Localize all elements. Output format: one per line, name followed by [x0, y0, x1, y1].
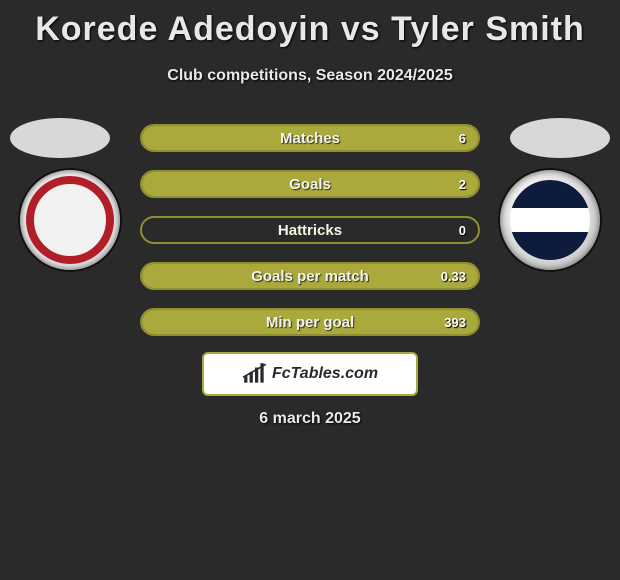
stat-bar: Goals per match 0.33	[140, 262, 480, 290]
stat-value-right: 393	[444, 315, 466, 330]
stat-value-right: 2	[459, 177, 466, 192]
stat-label: Goals	[289, 176, 331, 193]
page-title: Korede Adedoyin vs Tyler Smith	[0, 0, 620, 49]
date-text: 6 march 2025	[0, 410, 620, 428]
stat-value-right: 0.33	[441, 269, 466, 284]
stat-label: Goals per match	[251, 268, 369, 285]
watermark-badge: FcTables.com	[202, 352, 418, 396]
stat-value-right: 6	[459, 131, 466, 146]
stat-bar: Hattricks 0	[140, 216, 480, 244]
stat-label: Min per goal	[266, 314, 354, 331]
stat-bars: Matches 6 Goals 2 Hattricks 0 Goals per match 0…	[140, 124, 480, 354]
watermark-text: FcTables.com	[272, 365, 378, 383]
stat-bar: Min per goal 393	[140, 308, 480, 336]
stat-bar: Goals 2	[140, 170, 480, 198]
stat-value-right: 0	[459, 223, 466, 238]
player-right-club-crest	[500, 170, 600, 270]
player-right-portrait	[510, 118, 610, 158]
player-left-club-crest	[20, 170, 120, 270]
stat-label: Matches	[280, 130, 340, 147]
stat-label: Hattricks	[278, 222, 342, 239]
player-left-portrait	[10, 118, 110, 158]
subtitle: Club competitions, Season 2024/2025	[0, 67, 620, 85]
chart-icon	[242, 363, 268, 385]
stat-bar: Matches 6	[140, 124, 480, 152]
